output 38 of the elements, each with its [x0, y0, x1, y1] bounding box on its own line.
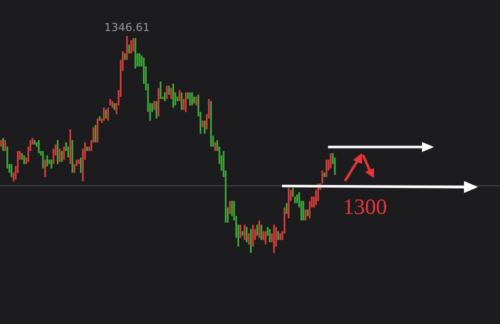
candlestick	[61, 150, 63, 162]
candlestick	[160, 81, 162, 100]
candlestick	[44, 159, 46, 178]
candlestick	[204, 120, 206, 134]
candlestick	[258, 220, 260, 238]
candlestick	[103, 107, 105, 122]
candlestick	[264, 230, 266, 245]
candlestick	[191, 92, 193, 106]
candlestick	[166, 85, 168, 100]
candlestick	[156, 100, 158, 119]
candlestick	[80, 157, 82, 174]
candlestick	[260, 224, 262, 240]
candlestick	[244, 224, 246, 240]
candlestick	[269, 228, 271, 243]
candlestick	[130, 40, 132, 54]
candlestick	[330, 152, 332, 169]
candlestick	[170, 88, 172, 100]
candlestick	[6, 146, 8, 169]
candlestick	[334, 157, 336, 176]
text: 1300	[343, 194, 387, 219]
candlestick	[302, 200, 304, 221]
candlestick	[96, 118, 98, 143]
candlestick	[172, 83, 174, 108]
candlestick	[138, 52, 140, 67]
candlestick	[132, 38, 134, 52]
candlestick	[250, 228, 252, 254]
candlestick	[56, 140, 58, 165]
candlestick	[308, 200, 310, 219]
candlestick	[59, 148, 61, 162]
candlestick	[185, 92, 187, 112]
annotation: 1346.61	[104, 21, 150, 34]
candlestick	[322, 170, 324, 184]
candlestick	[107, 107, 109, 122]
candlestick	[240, 224, 242, 238]
candlestick	[286, 202, 288, 214]
candlestick	[229, 200, 231, 214]
candlestick	[180, 92, 182, 110]
candlestick	[38, 140, 40, 154]
